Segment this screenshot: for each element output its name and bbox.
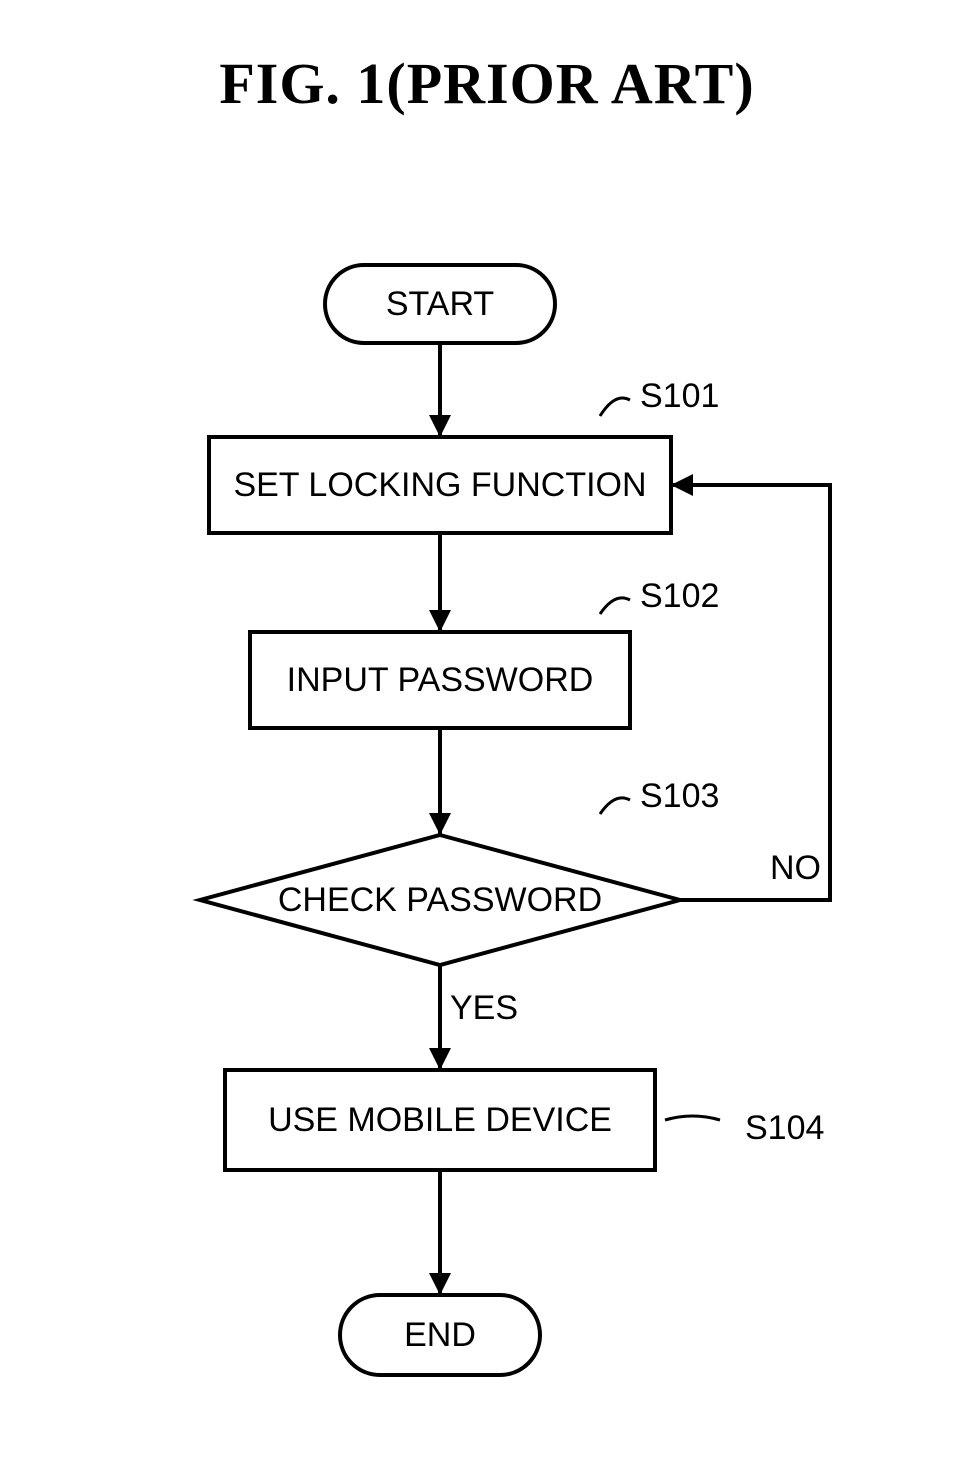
edge-label: NO — [770, 849, 821, 887]
svg-text:START: START — [386, 285, 494, 323]
svg-text:S103: S103 — [640, 777, 719, 815]
svg-text:END: END — [404, 1316, 476, 1354]
svg-text:CHECK PASSWORD: CHECK PASSWORD — [278, 881, 602, 919]
flowchart-canvas: YES NO START SET LOCKING FUNCTION S101 INPUT … — [0, 0, 974, 1468]
svg-text:INPUT PASSWORD: INPUT PASSWORD — [287, 661, 594, 699]
svg-text:USE MOBILE DEVICE: USE MOBILE DEVICE — [268, 1101, 612, 1139]
flow-edge — [671, 485, 830, 900]
svg-text:SET LOCKING FUNCTION: SET LOCKING FUNCTION — [233, 466, 646, 504]
svg-text:S104: S104 — [745, 1109, 824, 1147]
svg-text:S102: S102 — [640, 577, 719, 615]
page: FIG. 1(PRIOR ART) YESNOSTARTSET LOCKING … — [0, 0, 974, 1468]
svg-text:S101: S101 — [640, 377, 719, 415]
edge-label: YES — [450, 989, 518, 1027]
